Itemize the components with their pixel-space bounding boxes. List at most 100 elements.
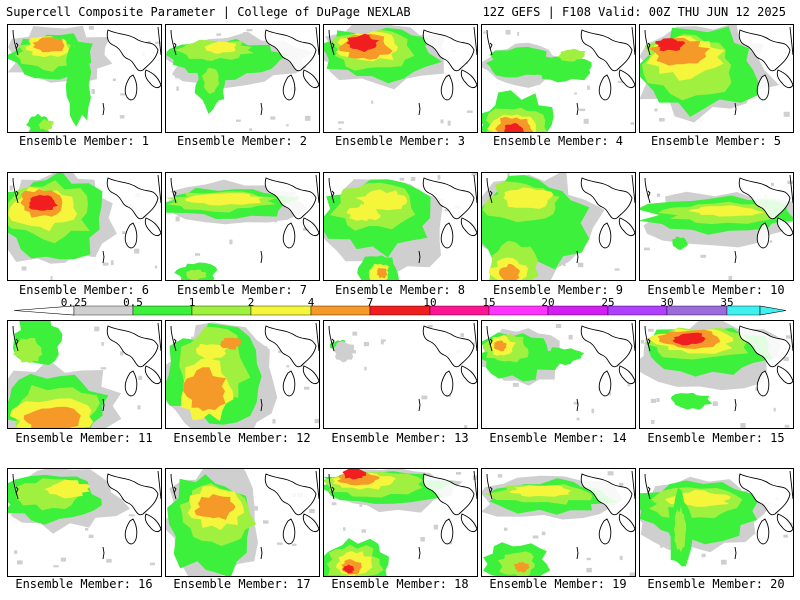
ensemble-member-label: Ensemble Member: 3 — [334, 134, 466, 148]
colorbar-tick-label: 15 — [482, 296, 496, 309]
scp-contour-region — [13, 338, 43, 364]
scp-speckle — [110, 260, 114, 266]
scp-speckle — [507, 173, 510, 178]
scp-speckle — [607, 471, 614, 476]
scp-field-map — [166, 469, 319, 576]
scp-speckle — [304, 115, 311, 121]
scp-speckle — [783, 534, 788, 538]
scp-speckle — [740, 423, 746, 428]
scp-speckle — [338, 127, 342, 130]
ensemble-member-label: Ensemble Member: 16 — [15, 577, 153, 591]
scp-speckle — [586, 557, 591, 561]
scp-speckle — [229, 239, 233, 245]
great-lakes-outline — [328, 322, 477, 397]
scp-contour-region — [44, 479, 91, 499]
scp-speckle — [427, 324, 433, 328]
colorbar-segment — [250, 305, 312, 316]
scp-field-map — [640, 470, 793, 567]
colorbar-tick-label: 35 — [720, 296, 734, 309]
ensemble-map-panel — [639, 172, 794, 281]
scp-speckle — [460, 333, 464, 338]
small-coast-mark — [15, 190, 105, 264]
scp-contour-region — [28, 194, 58, 211]
scp-contour-region — [510, 485, 572, 497]
scp-speckle — [309, 509, 315, 514]
scp-contour-region — [688, 205, 765, 217]
scp-speckle — [517, 32, 520, 36]
scp-speckle — [399, 177, 405, 181]
scp-speckle — [85, 527, 89, 531]
scp-speckle — [640, 339, 644, 344]
ensemble-map-panel — [639, 468, 794, 577]
scp-speckle — [787, 180, 793, 184]
ensemble-map-panel — [165, 172, 320, 281]
small-coast-mark — [647, 486, 737, 560]
scp-speckle — [464, 425, 468, 428]
ensemble-map-panel — [639, 24, 794, 133]
small-coast-mark — [489, 190, 579, 264]
scp-speckle — [216, 33, 222, 36]
scp-speckle — [155, 41, 161, 44]
scp-speckle — [263, 520, 269, 524]
ensemble-map-panel — [481, 24, 636, 133]
scp-speckle — [359, 504, 363, 507]
scp-contour-region — [540, 347, 585, 366]
small-coast-mark — [331, 42, 421, 116]
great-lakes-outline — [170, 322, 319, 397]
scp-speckle — [574, 92, 577, 95]
scp-field-map — [328, 322, 477, 428]
scp-speckle — [120, 351, 124, 356]
scp-speckle — [456, 472, 462, 475]
great-lakes-outline — [12, 322, 161, 397]
great-lakes-outline — [486, 322, 635, 397]
scp-contour-region — [531, 56, 592, 83]
valid-time-label: 12Z GEFS | F108 Valid: 00Z THU JUN 12 20… — [482, 5, 786, 19]
small-coast-mark — [489, 486, 579, 560]
scp-speckle — [352, 331, 358, 336]
color-scale-bar — [13, 305, 787, 316]
scp-speckle — [656, 398, 660, 403]
scp-speckle — [101, 342, 104, 346]
scp-speckle — [304, 386, 310, 390]
scp-contour-region — [185, 269, 207, 280]
colorbar-tick-label: 25 — [601, 296, 615, 309]
scp-field-map — [482, 470, 635, 576]
scp-speckle — [9, 185, 13, 191]
ensemble-map-panel — [323, 468, 478, 577]
small-coast-mark — [173, 486, 263, 560]
great-lakes-outline — [170, 26, 319, 101]
scp-speckle — [314, 418, 319, 424]
colorbar-high-pointer — [759, 305, 787, 316]
scp-contour-region — [32, 37, 65, 53]
ensemble-member-label: Ensemble Member: 4 — [492, 134, 624, 148]
small-coast-mark — [15, 486, 105, 560]
scp-speckle — [783, 357, 789, 361]
scp-contour-region — [494, 340, 507, 352]
ensemble-member-label: Ensemble Member: 9 — [492, 283, 624, 297]
colorbar-segment — [547, 305, 609, 316]
scp-speckle — [14, 550, 18, 554]
scp-speckle — [91, 89, 95, 94]
scp-speckle — [728, 275, 733, 280]
great-lakes-outline — [12, 26, 161, 101]
great-lakes-outline — [12, 470, 161, 545]
colorbar-segment — [369, 305, 431, 316]
scp-speckle — [21, 266, 27, 271]
scp-speckle — [583, 118, 589, 124]
scp-contour-region — [185, 193, 265, 206]
colorbar-segment — [429, 305, 490, 316]
colorbar-tick-label: 30 — [660, 296, 674, 309]
ensemble-member-label: Ensemble Member: 12 — [173, 431, 311, 445]
ensemble-map-panel — [165, 24, 320, 133]
ensemble-member-label: Ensemble Member: 1 — [18, 134, 150, 148]
scp-speckle — [352, 350, 356, 354]
ensemble-member-label: Ensemble Member: 11 — [15, 431, 153, 445]
scp-speckle — [659, 118, 665, 122]
scp-speckle — [134, 248, 140, 254]
scp-speckle — [619, 555, 623, 561]
scp-speckle — [364, 366, 367, 371]
scp-speckle — [148, 41, 151, 44]
small-coast-mark — [15, 338, 105, 412]
small-coast-mark — [489, 338, 579, 412]
scp-speckle — [591, 408, 595, 414]
